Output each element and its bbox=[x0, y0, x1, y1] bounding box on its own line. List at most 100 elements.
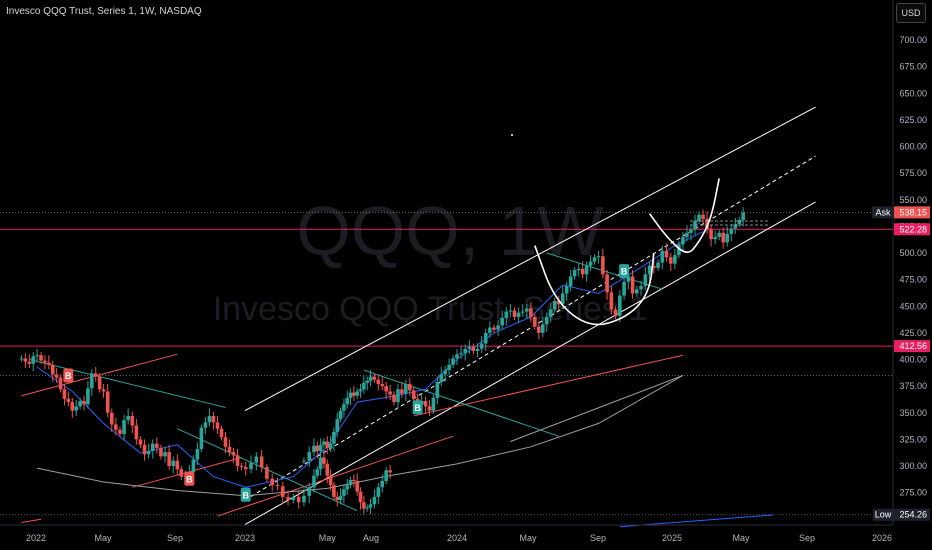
candle-body bbox=[312, 445, 316, 453]
candle-body bbox=[352, 479, 356, 481]
candle-body bbox=[504, 311, 509, 318]
candle-body bbox=[97, 376, 102, 390]
candle-body bbox=[630, 276, 635, 294]
candle-body bbox=[560, 293, 565, 305]
candle-body bbox=[451, 358, 455, 365]
candle-body bbox=[47, 362, 51, 365]
candle-body bbox=[733, 224, 738, 229]
candles-group bbox=[19, 207, 745, 514]
candle-body bbox=[105, 391, 110, 413]
candle-body bbox=[231, 452, 236, 456]
y-tick-label: 325.00 bbox=[899, 434, 927, 444]
candle-body bbox=[82, 401, 86, 405]
candle-body bbox=[685, 232, 689, 238]
candle-body bbox=[368, 376, 373, 381]
candle-body bbox=[372, 496, 377, 505]
candle-body bbox=[512, 310, 517, 317]
x-tick-label: 2024 bbox=[447, 533, 467, 543]
candle-body bbox=[488, 327, 492, 333]
y-tick-label: 700.00 bbox=[899, 35, 927, 45]
y-tick-label: 425.00 bbox=[899, 328, 927, 338]
candle-body bbox=[572, 270, 577, 277]
x-tick-label: Aug bbox=[363, 533, 379, 543]
candle-body bbox=[74, 406, 78, 411]
candle-body bbox=[142, 444, 147, 455]
candle-body bbox=[66, 398, 71, 403]
x-tick-label: May bbox=[319, 533, 337, 543]
trendline-red-lower-left bbox=[21, 518, 42, 523]
candle-body bbox=[239, 466, 244, 468]
candle-body bbox=[588, 261, 593, 266]
trendline-channel-mid bbox=[244, 155, 816, 501]
candle-body bbox=[315, 445, 320, 452]
candle-body bbox=[455, 354, 459, 359]
candle-body bbox=[556, 300, 561, 305]
candle-body bbox=[492, 327, 496, 330]
candle-body bbox=[325, 441, 330, 448]
candle-body bbox=[407, 383, 412, 391]
dot-marker bbox=[511, 134, 513, 136]
price-tag-text: Ask bbox=[875, 207, 891, 217]
candle-body bbox=[423, 401, 428, 407]
candle-body bbox=[296, 496, 301, 503]
price-tag-text: Low bbox=[875, 510, 892, 520]
buy-signal-badge bbox=[240, 487, 251, 502]
trendline-cyan-trend-2023 bbox=[363, 369, 559, 437]
candle-body bbox=[150, 443, 155, 452]
candle-body bbox=[342, 404, 346, 411]
candle-body bbox=[741, 212, 745, 220]
symbol-header[interactable]: Invesco QQQ Trust, Series 1, 1W, NASDAQ bbox=[6, 6, 202, 17]
candle-body bbox=[86, 388, 90, 405]
candle-body bbox=[315, 469, 320, 476]
x-tick-label: May bbox=[732, 533, 750, 543]
candle-body bbox=[114, 424, 118, 430]
candle-body bbox=[496, 325, 500, 330]
candle-body bbox=[167, 452, 171, 466]
y-tick-label: 475.00 bbox=[899, 275, 927, 285]
buy-signal-label: B bbox=[65, 371, 72, 381]
candle-body bbox=[376, 487, 381, 497]
candle-body bbox=[725, 233, 729, 243]
candle-body bbox=[101, 389, 106, 392]
candle-body bbox=[93, 373, 98, 377]
candle-body bbox=[435, 381, 440, 398]
candle-body bbox=[243, 467, 248, 470]
y-tick-label: 275.00 bbox=[899, 488, 927, 498]
y-tick-label: 600.00 bbox=[899, 142, 927, 152]
candle-body bbox=[302, 460, 306, 462]
candle-body bbox=[134, 425, 139, 440]
x-tick-label: 2023 bbox=[235, 533, 255, 543]
candle-body bbox=[652, 265, 656, 268]
candle-body bbox=[584, 265, 589, 275]
cup-arc-2 bbox=[648, 178, 720, 253]
buy-signal-badge bbox=[412, 400, 423, 415]
candle-body bbox=[376, 379, 381, 384]
ma-fast-line bbox=[36, 231, 704, 488]
y-tick-label: 550.00 bbox=[899, 195, 927, 205]
candle-body bbox=[516, 312, 521, 317]
candle-body bbox=[459, 353, 463, 355]
candle-body bbox=[275, 485, 280, 487]
candle-body bbox=[130, 415, 135, 426]
candle-body bbox=[592, 257, 597, 262]
candle-body bbox=[312, 475, 316, 488]
candle-body bbox=[175, 460, 180, 470]
candle-body bbox=[717, 232, 721, 238]
candle-body bbox=[215, 422, 220, 429]
currency-button[interactable]: USD bbox=[896, 3, 926, 23]
candle-body bbox=[380, 480, 385, 488]
candle-body bbox=[380, 383, 385, 387]
candle-body bbox=[259, 456, 264, 468]
candle-body bbox=[328, 443, 333, 448]
candle-body bbox=[701, 214, 705, 219]
x-tick-label: 2025 bbox=[662, 533, 682, 543]
trendline-cyan-trend-2022 bbox=[29, 359, 226, 408]
candle-body bbox=[529, 308, 533, 317]
candle-body bbox=[525, 308, 529, 312]
price-label-box bbox=[894, 206, 930, 219]
candle-body bbox=[439, 374, 444, 382]
candle-body bbox=[235, 455, 240, 466]
candle-body bbox=[605, 274, 609, 293]
candle-body bbox=[191, 459, 196, 473]
